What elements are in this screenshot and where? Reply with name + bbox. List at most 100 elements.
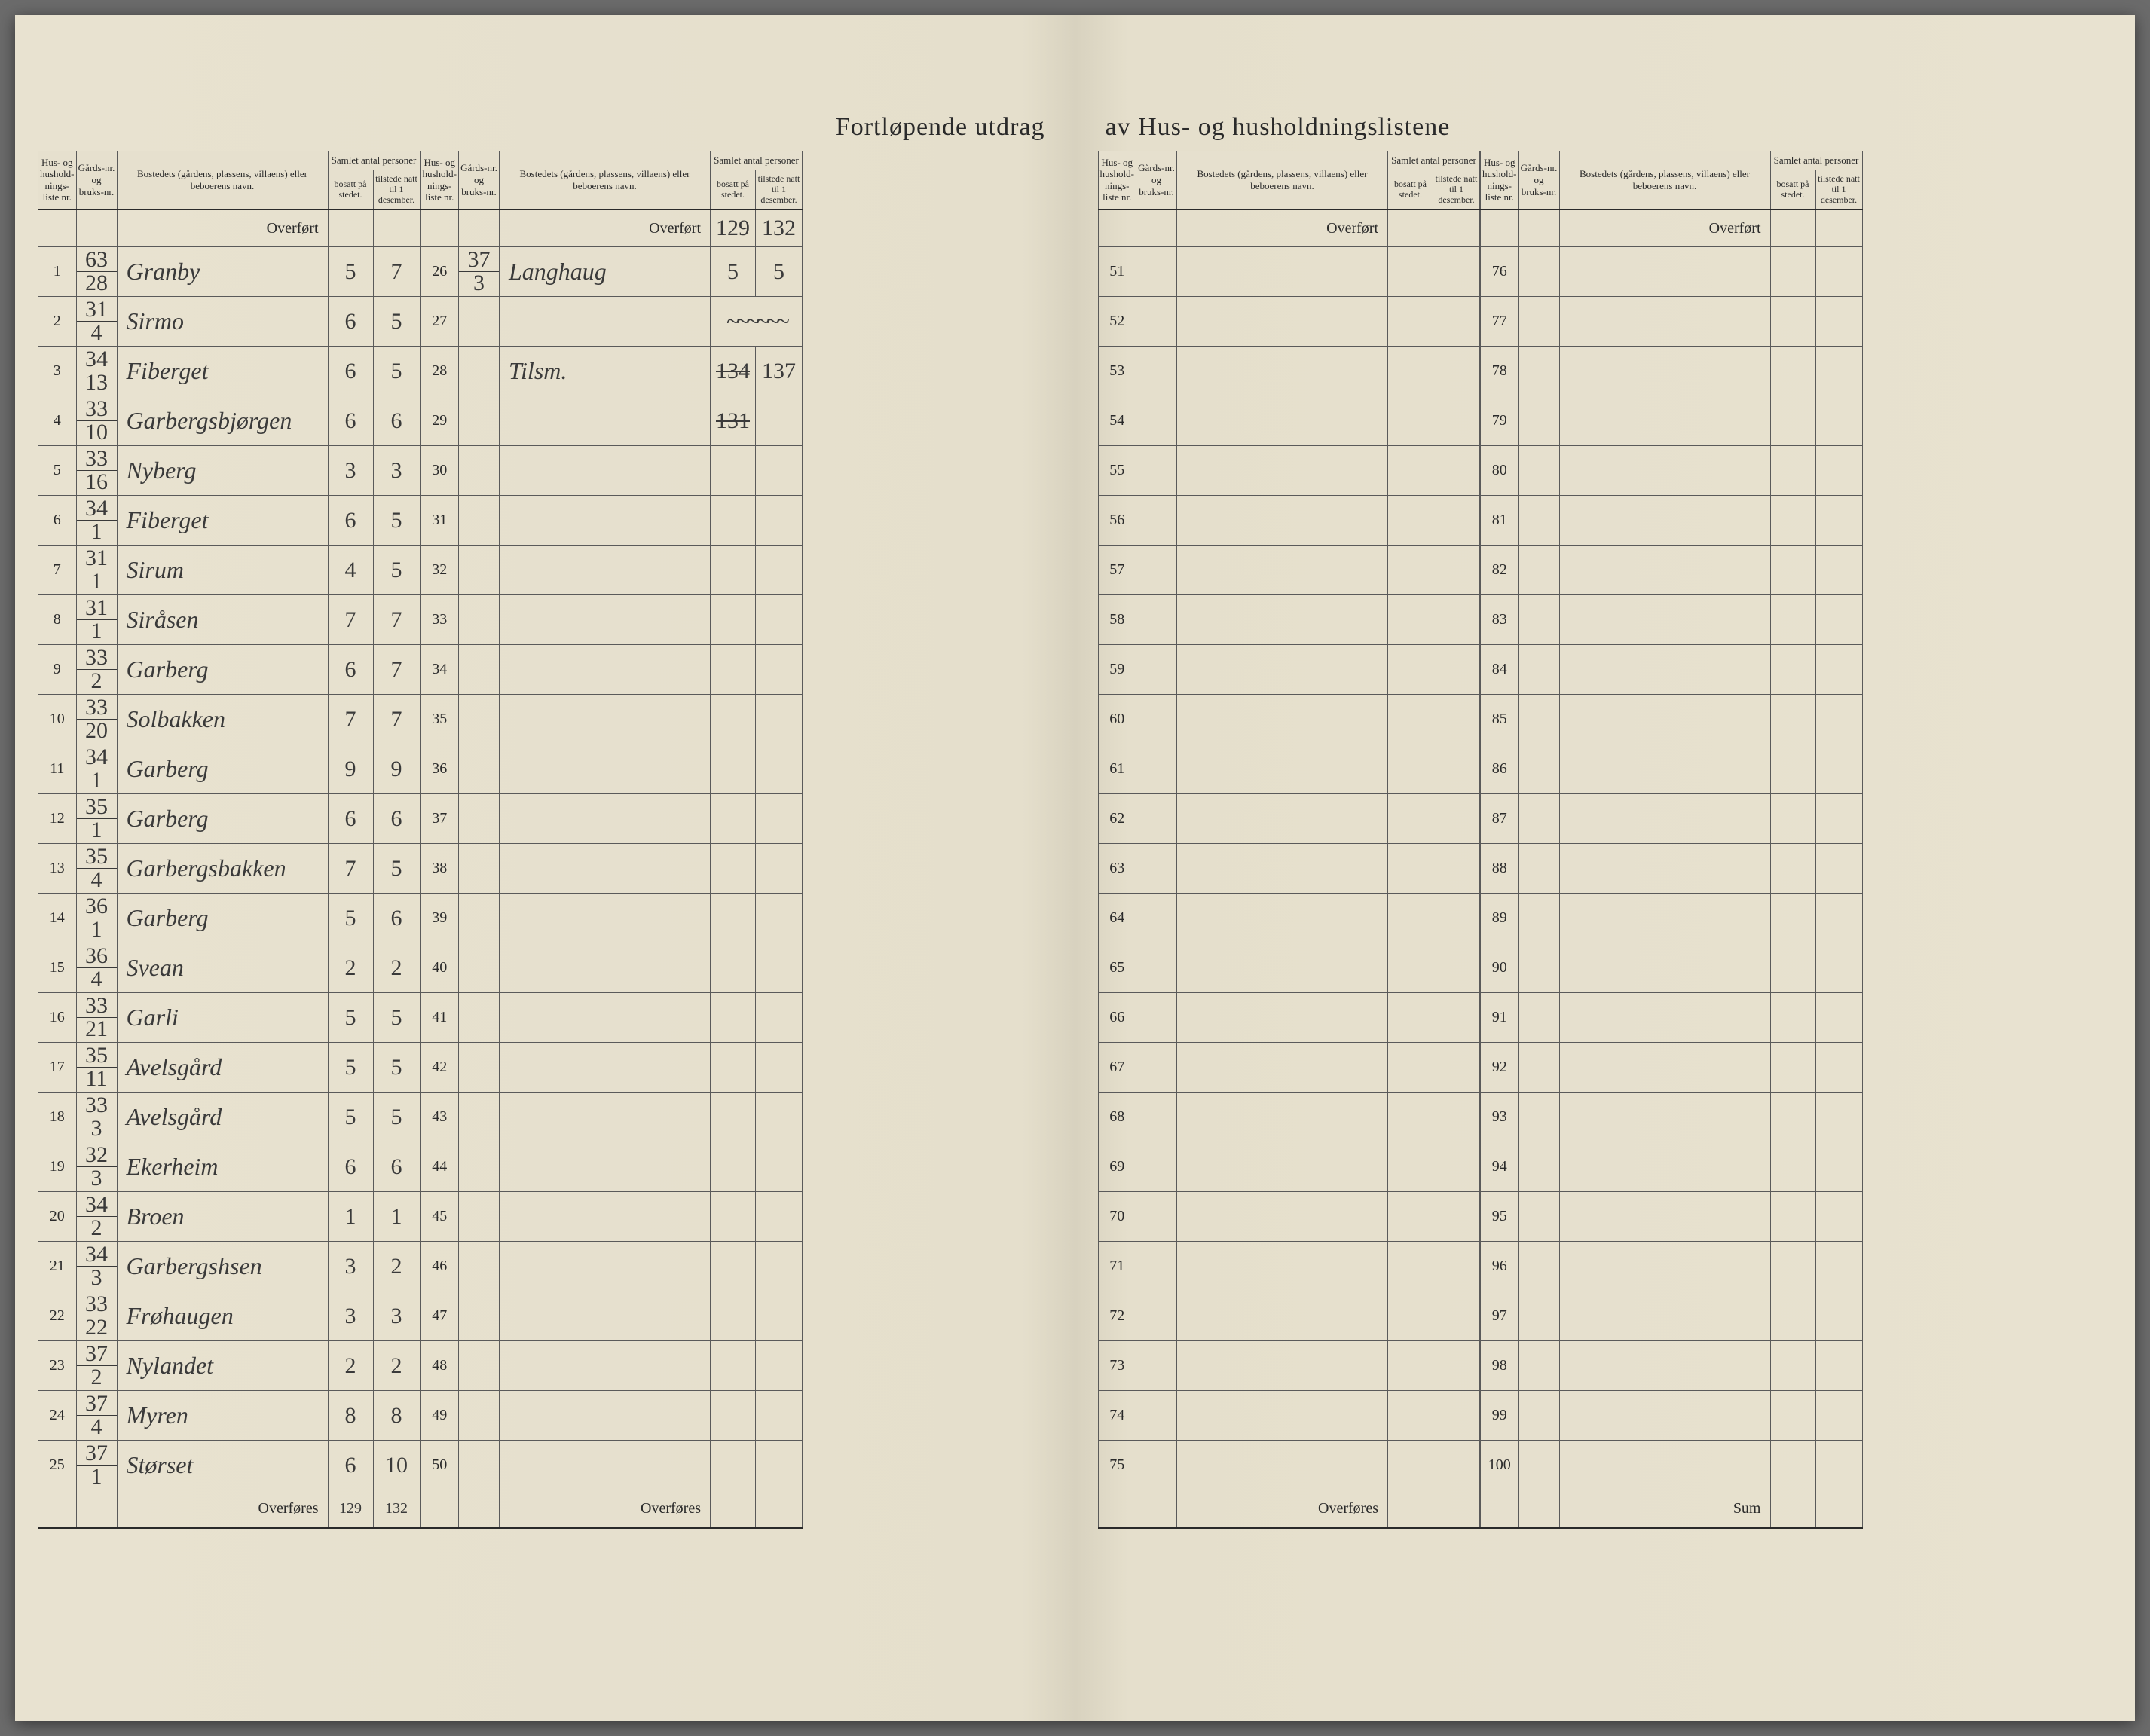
table-row: 97 [1481,1291,1863,1341]
right-block1-table: Hus- og hushold-nings-liste nr. Gårds-nr… [1098,151,1481,1529]
table-row: 91 [1481,993,1863,1043]
tilstede-cell [1815,1291,1862,1341]
row-nr: 90 [1481,943,1519,993]
bosted-cell: Tilsm. [500,347,711,396]
gards-cell [1518,943,1559,993]
col-bosatt: bosatt på stedet. [328,170,373,209]
col-hus-nr: Hus- og hushold-nings-liste nr. [421,151,459,209]
bosatt-cell: 7 [328,844,373,894]
tilstede-cell: 9 [373,744,420,794]
row-nr: 4 [38,396,77,446]
left-block1-table: Hus- og hushold-nings-liste nr. Gårds-nr… [38,151,421,1529]
row-nr: 78 [1481,347,1519,396]
gards-cell [1518,247,1559,297]
table-row: 20 342 Broen 1 1 [38,1192,421,1242]
row-nr: 99 [1481,1391,1519,1441]
gards-cell: 3321 [76,993,117,1043]
gards-cell [1518,1192,1559,1242]
overfort-row: Overført [38,209,421,247]
tilstede-cell [1815,1391,1862,1441]
row-nr: 63 [1098,844,1136,894]
bosted-cell: Avelsgård [117,1043,328,1093]
row-nr: 62 [1098,794,1136,844]
bosatt-cell [711,844,756,894]
right-page: av Hus- og husholdningslistene Hus- og h… [1075,15,2136,1721]
gards-cell: 373 [459,247,500,297]
tilstede-cell [1433,446,1480,496]
row-nr: 64 [1098,894,1136,943]
row-nr: 43 [421,1093,459,1142]
table-row: 92 [1481,1043,1863,1093]
gards-cell: 314 [76,297,117,347]
row-nr: 61 [1098,744,1136,794]
table-row: 17 3511 Avelsgård 5 5 [38,1043,421,1093]
row-nr: 82 [1481,546,1519,595]
tilstede-cell [1815,645,1862,695]
gards-cell [1136,496,1177,546]
col-tilstede: tilstede natt til 1 desember. [756,170,803,209]
bosted-cell [500,1093,711,1142]
bosted-cell [500,396,711,446]
row-nr: 74 [1098,1391,1136,1441]
table-row: 84 [1481,645,1863,695]
overfort-bosatt [1770,209,1815,247]
tilstede-cell [1433,794,1480,844]
bosatt-cell: 2 [328,1341,373,1391]
bosatt-cell [711,595,756,645]
bosatt-cell: 3 [328,1242,373,1291]
bosatt-cell: 6 [328,297,373,347]
row-nr: 89 [1481,894,1519,943]
bosatt-cell [1770,546,1815,595]
bosatt-cell: 8 [328,1391,373,1441]
bosted-cell: Fiberget [117,496,328,546]
gards-cell [459,794,500,844]
bosted-cell: Fiberget [117,347,328,396]
tilstede-cell: 1 [373,1192,420,1242]
overfort-tilstede [1815,209,1862,247]
row-nr: 24 [38,1391,77,1441]
tilstede-cell [1433,1142,1480,1192]
tilstede-cell [756,396,803,446]
col-tilstede: tilstede natt til 1 desember. [373,170,420,209]
gards-cell: 372 [76,1341,117,1391]
tilstede-cell: 2 [373,1242,420,1291]
bosted-cell [1559,695,1770,744]
table-row: 59 [1098,645,1480,695]
row-nr: 23 [38,1341,77,1391]
gards-cell [1518,1441,1559,1490]
gards-cell [1518,546,1559,595]
bosted-cell: Svean [117,943,328,993]
gards-cell [1518,496,1559,546]
col-gards-nr: Gårds-nr. og bruks-nr. [76,151,117,209]
tilstede-cell [1433,1192,1480,1242]
bosted-cell: Frøhaugen [117,1291,328,1341]
bosted-cell [1559,595,1770,645]
table-row: 89 [1481,894,1863,943]
bosted-cell [1177,1142,1388,1192]
tilstede-cell [1433,496,1480,546]
table-row: 7 311 Sirum 4 5 [38,546,421,595]
gards-cell [1136,744,1177,794]
bosted-cell: Garbergshsen [117,1242,328,1291]
tilstede-cell [756,744,803,794]
gards-cell [1136,645,1177,695]
row-nr: 96 [1481,1242,1519,1291]
gards-cell: 3316 [76,446,117,496]
bosatt-cell [711,1192,756,1242]
table-row: 32 [421,546,803,595]
bosted-cell [1177,1242,1388,1291]
bosatt-cell [711,894,756,943]
tilstede-cell [1815,347,1862,396]
tilstede-cell: 7 [373,695,420,744]
bosted-cell [500,894,711,943]
row-nr: 88 [1481,844,1519,894]
bosted-cell [500,695,711,744]
row-nr: 48 [421,1341,459,1391]
table-row: 19 323 Ekerheim 6 6 [38,1142,421,1192]
tilstede-cell: 7 [373,595,420,645]
bosted-cell [500,794,711,844]
tilstede-cell [1433,844,1480,894]
bosted-cell [500,1192,711,1242]
tilstede-cell [1815,744,1862,794]
bosted-cell [500,546,711,595]
